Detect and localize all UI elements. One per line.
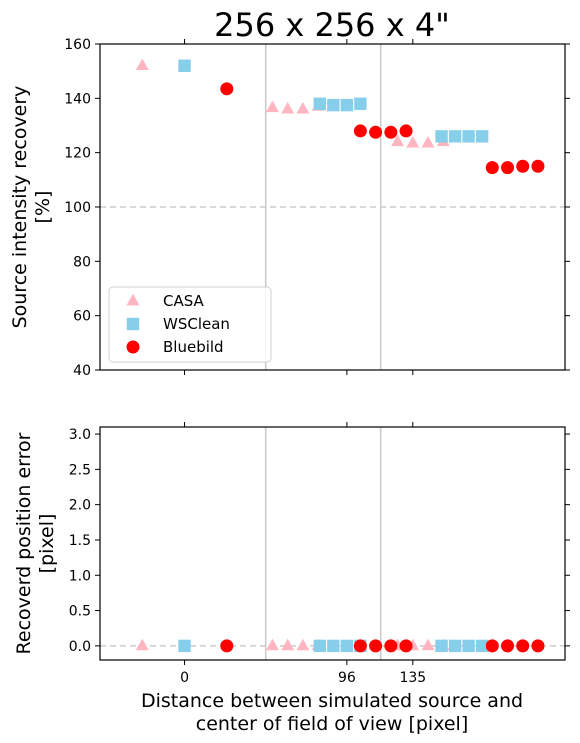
legend-label-bluebild: Bluebild: [163, 338, 224, 356]
data-point-wsclean: [313, 639, 327, 653]
data-point-bluebild: [485, 639, 499, 653]
data-point-bluebild: [501, 161, 515, 175]
data-point-casa: [421, 638, 435, 651]
y-tick-label: 2.5: [69, 462, 91, 478]
data-point-bluebild: [384, 125, 398, 139]
data-point-casa: [296, 102, 310, 114]
y-axis-label-line-2: [pixel]: [36, 514, 58, 574]
data-point-bluebild: [369, 125, 383, 139]
panel-2: 0.0 0.5 1.0 1.5 2.0 2.5 3.0 0 96 135 Recoverd posi…: [13, 422, 570, 686]
data-point-wsclean: [313, 97, 327, 110]
data-point-casa: [421, 135, 435, 148]
data-point-casa: [265, 638, 279, 651]
y-tick-label: 0.5: [69, 604, 91, 620]
data-point-bluebild: [516, 639, 530, 653]
data-point-bluebild: [353, 124, 367, 138]
data-point-wsclean: [448, 639, 462, 653]
data-point-casa: [391, 134, 405, 147]
legend-marker-wsclean: [126, 317, 140, 331]
data-point-wsclean: [340, 98, 354, 112]
data-point-wsclean: [448, 130, 462, 143]
data-point-casa: [406, 135, 420, 148]
y-tick-label: 1.5: [69, 533, 91, 549]
y-axis-label-line-2: [%]: [32, 191, 54, 224]
data-point-wsclean: [354, 97, 367, 110]
data-point-wsclean: [435, 639, 448, 653]
y-tick-label: 120: [64, 146, 91, 162]
y-tick-label: 2.0: [69, 498, 91, 514]
data-point-bluebild: [353, 639, 367, 653]
data-point-bluebild: [220, 82, 234, 96]
data-point-bluebild: [531, 639, 545, 653]
legend-marker-casa: [126, 293, 140, 306]
data-point-casa: [135, 58, 149, 71]
x-tick-label: 135: [399, 670, 426, 686]
data-point-bluebild: [399, 639, 413, 653]
y-tick-label: 40: [73, 363, 91, 379]
legend-box: [108, 286, 272, 363]
series-wsclean: [178, 639, 489, 653]
legend-label-casa: CASA: [163, 292, 205, 310]
data-point-wsclean: [462, 639, 475, 653]
data-point-wsclean: [475, 639, 489, 653]
data-point-bluebild: [399, 124, 413, 138]
legend-label-wsclean: WSClean: [163, 315, 230, 333]
data-point-casa: [281, 102, 295, 114]
data-point-wsclean: [178, 639, 191, 653]
legend: CASA WSClean Bluebild: [108, 286, 272, 363]
data-point-wsclean: [462, 130, 475, 143]
series-wsclean: [178, 59, 489, 143]
data-point-wsclean: [327, 98, 340, 112]
x-axis-label-line-2: center of field of view [pixel]: [196, 713, 469, 735]
chart-title: 256 x 256 x 4": [214, 6, 450, 44]
y-tick-label: 60: [73, 309, 91, 325]
plot-frame: [99, 426, 566, 661]
data-point-casa: [281, 638, 295, 651]
data-point-bluebild: [369, 639, 383, 653]
data-point-bluebild: [384, 639, 398, 653]
y-tick-label: 160: [64, 37, 91, 53]
data-point-wsclean: [178, 59, 191, 72]
data-point-wsclean: [327, 639, 340, 653]
data-point-wsclean: [435, 130, 448, 143]
series-bluebild: [220, 82, 545, 175]
data-point-bluebild: [485, 161, 499, 175]
data-point-casa: [296, 638, 310, 651]
chart-panels: 40 60 80 100 120 140 160 Source intensity recov…: [9, 37, 570, 686]
data-point-bluebild: [531, 159, 545, 173]
data-point-wsclean: [340, 639, 354, 653]
data-point-bluebild: [516, 159, 530, 173]
y-axis-label-line-1: Recoverd position error: [13, 432, 35, 654]
y-tick-label: 80: [73, 254, 91, 270]
data-point-casa: [135, 638, 149, 651]
x-tick-label: 0: [180, 670, 189, 686]
y-tick-label: 1.0: [69, 568, 91, 584]
y-axis-label-line-1: Source intensity recovery: [9, 86, 31, 329]
legend-marker-bluebild: [126, 340, 140, 354]
data-point-wsclean: [475, 130, 489, 143]
panel-1: 40 60 80 100 120 140 160 Source intensity recov…: [9, 37, 570, 379]
series-bluebild: [220, 639, 545, 653]
x-axis-label-line-1: Distance between simulated source and: [141, 690, 523, 712]
data-point-casa: [265, 100, 279, 113]
y-tick-label: 100: [64, 200, 91, 216]
data-point-bluebild: [501, 639, 515, 653]
y-tick-label: 140: [64, 91, 91, 107]
y-tick-label: 0.0: [69, 639, 91, 655]
plot-frame: [99, 43, 566, 371]
data-point-bluebild: [220, 639, 234, 653]
x-tick-label: 96: [338, 670, 356, 686]
y-tick-label: 3.0: [69, 427, 91, 443]
